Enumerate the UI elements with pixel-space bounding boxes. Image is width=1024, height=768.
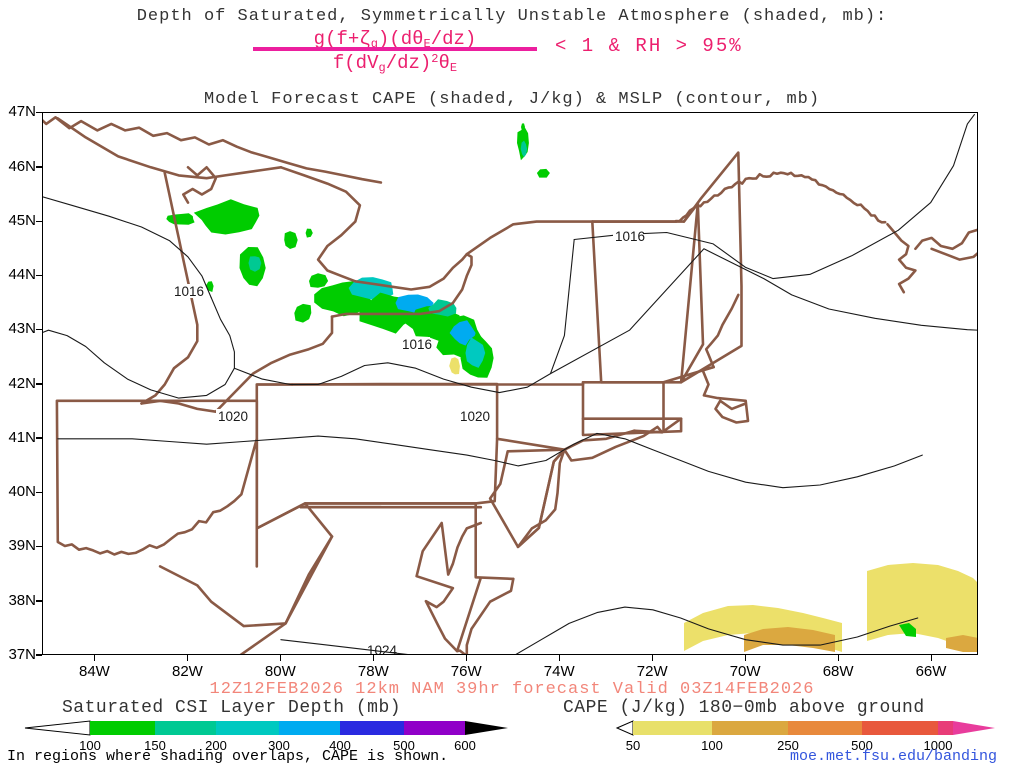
svg-text:50: 50 bbox=[626, 738, 640, 753]
svg-text:600: 600 bbox=[454, 738, 476, 753]
svg-text:100: 100 bbox=[701, 738, 723, 753]
